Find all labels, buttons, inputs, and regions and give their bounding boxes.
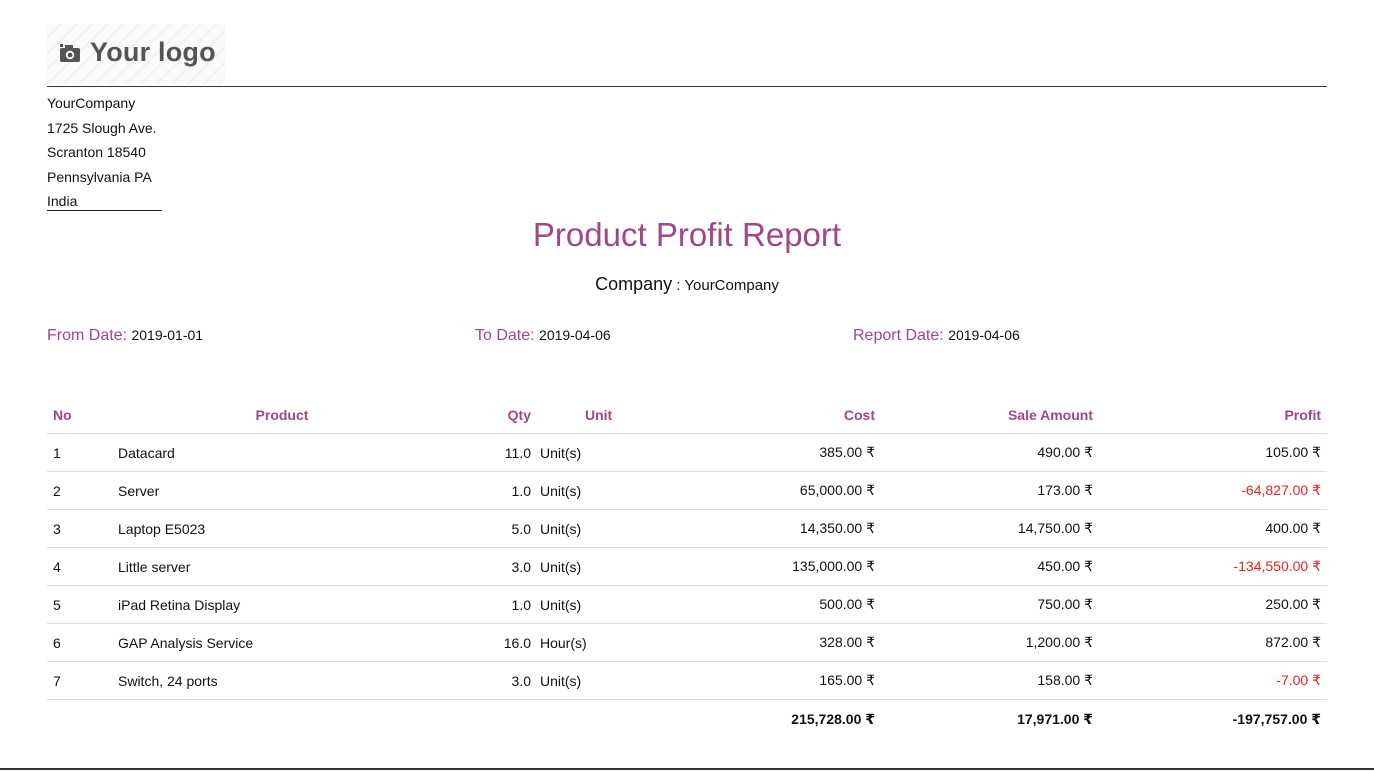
row-cost: 65,000.00 ₹	[799, 482, 875, 498]
row-profit: 400.00 ₹	[1265, 520, 1321, 536]
row-profit: 105.00 ₹	[1265, 444, 1321, 460]
row-profit: -7.00 ₹	[1276, 672, 1321, 688]
row-unit: Unit(s)	[540, 596, 582, 613]
camera-icon	[60, 43, 80, 62]
header-product: Product	[255, 407, 309, 423]
row-unit: Unit(s)	[540, 444, 582, 461]
row-qty: 5.0	[511, 520, 531, 537]
row-no: 4	[53, 558, 61, 575]
row-cost: 135,000.00 ₹	[792, 558, 875, 574]
address-divider	[47, 210, 162, 211]
row-qty: 16.0	[503, 634, 531, 651]
row-unit: Unit(s)	[540, 672, 582, 689]
totals-row: 215,728.00 ₹ 17,971.00 ₹ -197,757.00 ₹	[47, 700, 1327, 738]
row-profit: 250.00 ₹	[1265, 596, 1321, 612]
total-profit: -197,757.00 ₹	[1232, 710, 1321, 727]
total-sale-amount: 17,971.00 ₹	[1017, 710, 1093, 727]
row-no: 5	[53, 596, 61, 613]
from-date: From Date: 2019-01-01	[47, 327, 203, 345]
company-separator: :	[672, 277, 685, 294]
row-product: Switch, 24 ports	[118, 672, 218, 689]
company-logo: Your logo	[47, 24, 225, 84]
logo-text: Your logo	[90, 37, 216, 67]
report-date: Report Date: 2019-04-06	[853, 327, 1020, 345]
address-line: Pennsylvania PA	[47, 168, 152, 185]
to-date: To Date: 2019-04-06	[475, 327, 611, 345]
row-no: 1	[53, 444, 61, 461]
row-unit: Hour(s)	[540, 634, 587, 651]
table-row: 5 iPad Retina Display 1.0 Unit(s) 500.00…	[47, 586, 1327, 624]
table-row: 1 Datacard 11.0 Unit(s) 385.00 ₹ 490.00 …	[47, 434, 1327, 472]
table-row: 4 Little server 3.0 Unit(s) 135,000.00 ₹…	[47, 548, 1327, 586]
report-date-label: Report Date:	[853, 327, 944, 344]
row-cost: 500.00 ₹	[819, 596, 875, 612]
from-date-label: From Date:	[47, 327, 128, 344]
row-sale-amount: 750.00 ₹	[1037, 596, 1093, 612]
report-title: Product Profit Report	[532, 216, 842, 253]
address-line: Scranton 18540	[47, 144, 146, 160]
row-unit: Unit(s)	[540, 482, 582, 499]
page-bottom-divider	[0, 768, 1374, 770]
address-line: YourCompany	[47, 95, 136, 111]
row-cost: 165.00 ₹	[819, 672, 875, 688]
header-cost: Cost	[843, 407, 875, 423]
row-qty: 3.0	[511, 672, 531, 689]
header-unit: Unit	[585, 407, 613, 423]
row-no: 3	[53, 520, 61, 537]
row-sale-amount: 173.00 ₹	[1037, 482, 1093, 498]
row-no: 6	[53, 634, 61, 651]
company-label: Company	[595, 274, 673, 294]
row-product: iPad Retina Display	[118, 596, 241, 613]
report-date-value: 2019-04-06	[948, 327, 1020, 343]
row-sale-amount: 1,200.00 ₹	[1025, 634, 1093, 650]
company-value: YourCompany	[684, 277, 779, 294]
row-cost: 328.00 ₹	[819, 634, 875, 650]
profit-table: No Product Qty Unit Cost Sale Amount Pro…	[47, 397, 1327, 738]
total-cost: 215,728.00 ₹	[791, 710, 875, 727]
header-profit: Profit	[1284, 407, 1321, 423]
row-product: Laptop E5023	[118, 520, 206, 537]
row-profit: -64,827.00 ₹	[1241, 482, 1321, 498]
table-row: 3 Laptop E5023 5.0 Unit(s) 14,350.00 ₹ 1…	[47, 510, 1327, 548]
table-row: 6 GAP Analysis Service 16.0 Hour(s) 328.…	[47, 624, 1327, 662]
row-product: Little server	[118, 558, 191, 575]
header-divider	[47, 86, 1327, 87]
table-row: 2 Server 1.0 Unit(s) 65,000.00 ₹ 173.00 …	[47, 472, 1327, 510]
to-date-value: 2019-04-06	[539, 327, 611, 343]
row-product: Server	[118, 482, 160, 499]
row-product: GAP Analysis Service	[118, 634, 254, 651]
company-line: Company : YourCompany	[0, 274, 1374, 295]
row-unit: Unit(s)	[540, 520, 582, 537]
address-line: India	[47, 193, 78, 209]
row-qty: 11.0	[504, 444, 531, 461]
header-no: No	[53, 407, 72, 423]
row-profit: -134,550.00 ₹	[1233, 558, 1321, 574]
table-header-row: No Product Qty Unit Cost Sale Amount Pro…	[47, 397, 1327, 434]
row-cost: 385.00 ₹	[819, 444, 875, 460]
row-profit: 872.00 ₹	[1265, 634, 1321, 650]
row-qty: 1.0	[511, 482, 531, 499]
row-no: 7	[53, 672, 61, 689]
header-sale-amount: Sale Amount	[1007, 407, 1093, 423]
to-date-label: To Date:	[475, 327, 535, 344]
row-unit: Unit(s)	[540, 558, 582, 575]
table-row: 7 Switch, 24 ports 3.0 Unit(s) 165.00 ₹ …	[47, 662, 1327, 700]
address-line: 1725 Slough Ave.	[47, 119, 157, 136]
row-qty: 3.0	[511, 558, 531, 575]
row-no: 2	[53, 482, 61, 499]
from-date-value: 2019-01-01	[131, 327, 204, 343]
row-sale-amount: 14,750.00 ₹	[1017, 520, 1093, 536]
row-sale-amount: 158.00 ₹	[1037, 672, 1093, 688]
row-cost: 14,350.00 ₹	[799, 520, 875, 536]
row-sale-amount: 490.00 ₹	[1037, 444, 1093, 460]
row-product: Datacard	[118, 444, 175, 461]
row-qty: 1.0	[511, 596, 531, 613]
row-sale-amount: 450.00 ₹	[1037, 558, 1093, 574]
company-address: YourCompany 1725 Slough Ave. Scranton 18…	[47, 91, 157, 214]
header-qty: Qty	[507, 407, 531, 423]
